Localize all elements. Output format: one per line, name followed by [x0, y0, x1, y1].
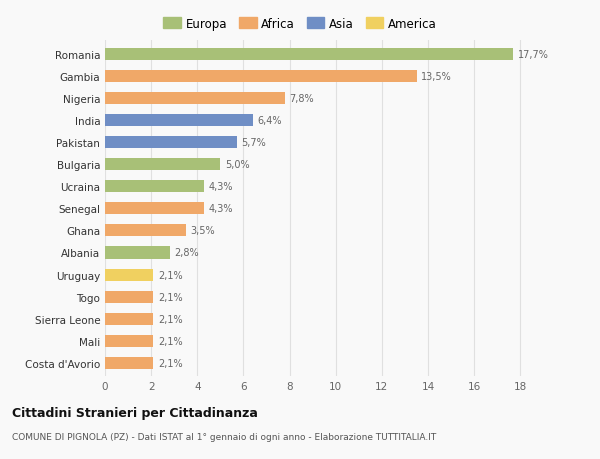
- Text: 5,0%: 5,0%: [225, 160, 250, 170]
- Bar: [105, 115, 253, 127]
- Bar: [105, 137, 236, 149]
- Text: 2,1%: 2,1%: [158, 270, 183, 280]
- Bar: [105, 313, 154, 325]
- Text: 7,8%: 7,8%: [290, 94, 314, 104]
- Bar: [105, 93, 285, 105]
- Text: 4,3%: 4,3%: [209, 204, 233, 214]
- Text: 2,1%: 2,1%: [158, 336, 183, 346]
- Text: Cittadini Stranieri per Cittadinanza: Cittadini Stranieri per Cittadinanza: [12, 406, 258, 419]
- Text: 6,4%: 6,4%: [257, 116, 282, 126]
- Text: 2,8%: 2,8%: [174, 248, 199, 258]
- Text: 4,3%: 4,3%: [209, 182, 233, 192]
- Text: 13,5%: 13,5%: [421, 72, 452, 82]
- Text: 2,1%: 2,1%: [158, 314, 183, 324]
- Bar: [105, 71, 416, 83]
- Bar: [105, 181, 204, 193]
- Text: COMUNE DI PIGNOLA (PZ) - Dati ISTAT al 1° gennaio di ogni anno - Elaborazione TU: COMUNE DI PIGNOLA (PZ) - Dati ISTAT al 1…: [12, 432, 436, 442]
- Text: 3,5%: 3,5%: [190, 226, 215, 236]
- Bar: [105, 203, 204, 215]
- Bar: [105, 335, 154, 347]
- Bar: [105, 49, 514, 61]
- Bar: [105, 269, 154, 281]
- Text: 5,7%: 5,7%: [241, 138, 266, 148]
- Bar: [105, 291, 154, 303]
- Legend: Europa, Africa, Asia, America: Europa, Africa, Asia, America: [158, 13, 442, 35]
- Text: 17,7%: 17,7%: [518, 50, 549, 60]
- Bar: [105, 225, 186, 237]
- Bar: [105, 357, 154, 369]
- Text: 2,1%: 2,1%: [158, 292, 183, 302]
- Bar: [105, 159, 220, 171]
- Bar: [105, 247, 170, 259]
- Text: 2,1%: 2,1%: [158, 358, 183, 368]
